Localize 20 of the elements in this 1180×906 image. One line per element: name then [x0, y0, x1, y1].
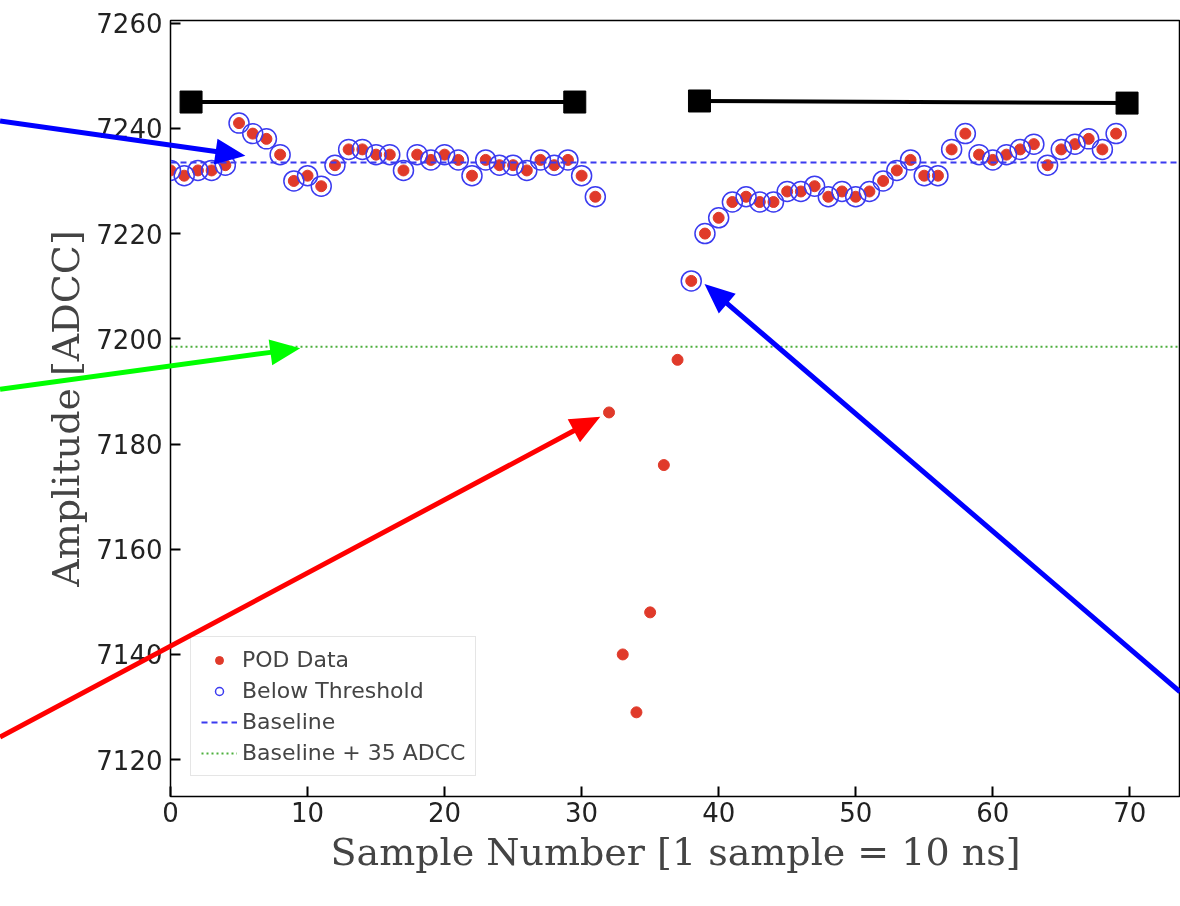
x-axis-title: Sample Number [1 sample = 10 ns]	[330, 829, 1021, 874]
y-tick-label: 7180	[96, 430, 163, 461]
x-tick-label: 70	[1113, 797, 1147, 828]
x-tick-label: 10	[291, 797, 325, 828]
y-tick-label: 7160	[96, 535, 163, 566]
y-tick-label: 7200	[96, 324, 163, 355]
x-tick-label: 0	[162, 797, 179, 828]
legend-label: Below Threshold	[242, 678, 424, 703]
legend-label: POD Data	[242, 647, 350, 672]
legend-label: Baseline + 35 ADCC	[242, 740, 466, 765]
x-tick-label: 50	[839, 797, 873, 828]
x-tick-label: 60	[976, 797, 1010, 828]
x-tick-label: 40	[702, 797, 736, 828]
legend-label: Baseline	[242, 709, 336, 734]
y-axis-title: Amplitude [ADCC]	[44, 230, 89, 588]
y-tick-label: 7120	[96, 745, 163, 776]
y-tick-label: 7260	[96, 9, 163, 40]
x-tick-label: 30	[565, 797, 599, 828]
y-tick-label: 7220	[96, 219, 163, 250]
x-tick-label: 20	[428, 797, 462, 828]
